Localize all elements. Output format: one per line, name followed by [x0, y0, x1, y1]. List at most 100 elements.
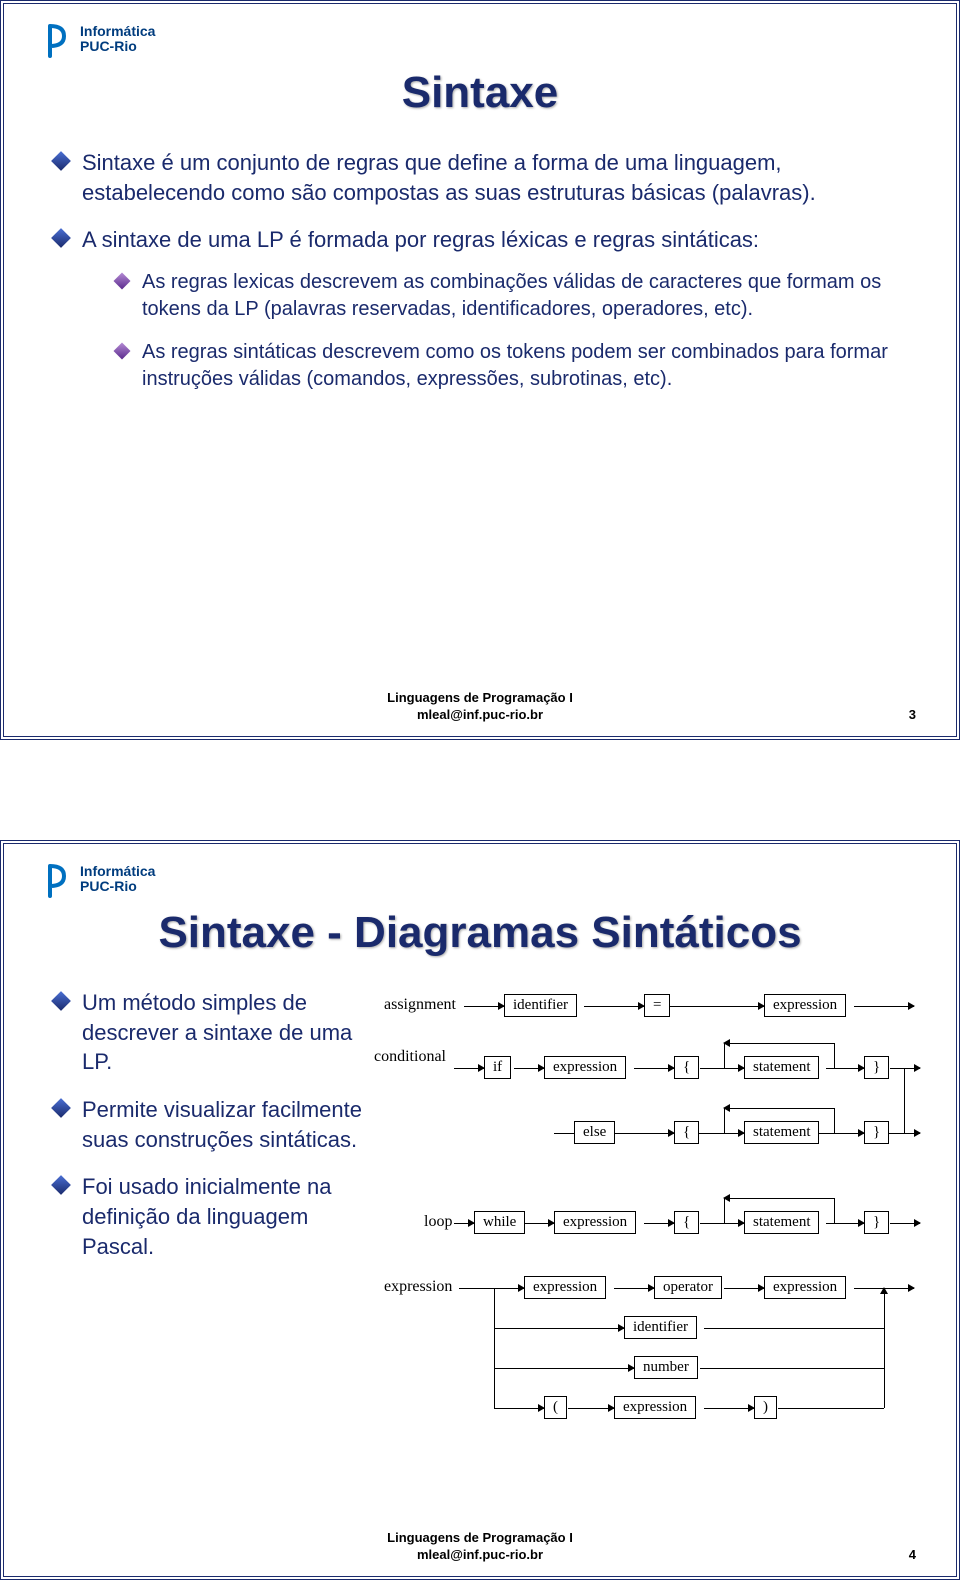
box-eq: = — [644, 994, 670, 1017]
logo-icon — [44, 24, 72, 58]
box-while: while — [474, 1211, 525, 1234]
dline — [494, 1368, 495, 1408]
dline — [854, 1006, 914, 1007]
page-number: 4 — [909, 1547, 916, 1564]
dline — [890, 1068, 920, 1069]
bullet-2: A sintaxe de uma LP é formada por regras… — [54, 225, 916, 393]
dline — [494, 1328, 495, 1368]
dline — [904, 1068, 905, 1133]
dline — [494, 1328, 624, 1329]
dline — [614, 1288, 654, 1289]
dline — [884, 1288, 885, 1328]
dline — [884, 1328, 885, 1368]
bullet-1: Um método simples de descrever a sintaxe… — [54, 988, 364, 1077]
dline — [826, 1133, 864, 1134]
bullet-2-text: A sintaxe de uma LP é formada por regras… — [82, 227, 759, 252]
label-loop: loop — [424, 1213, 452, 1231]
dline — [514, 1068, 544, 1069]
logo-line2: PUC-Rio — [80, 39, 155, 54]
logo: Informática PUC-Rio — [44, 24, 916, 58]
slide-footer: Linguagens de Programação I mleal@inf.pu… — [4, 690, 956, 724]
dline — [454, 1223, 474, 1224]
logo-line1: Informática — [80, 24, 155, 39]
box-lp: ( — [544, 1396, 567, 1419]
dline — [459, 1288, 524, 1289]
sub-bullet-list: As regras lexicas descrevem as combinaçõ… — [82, 269, 916, 393]
box-statement: statement — [744, 1121, 819, 1144]
box-expression: expression — [544, 1056, 626, 1079]
dline — [494, 1288, 495, 1328]
dline — [724, 1288, 764, 1289]
box-lb: { — [674, 1056, 699, 1079]
dline — [584, 1006, 644, 1007]
box-if: if — [484, 1056, 511, 1079]
dline — [464, 1006, 504, 1007]
dline — [454, 1068, 484, 1069]
box-expression: expression — [764, 994, 846, 1017]
dline — [826, 1068, 864, 1069]
dline — [724, 1043, 834, 1044]
dline — [634, 1068, 674, 1069]
bullet-1: Sintaxe é um conjunto de regras que defi… — [54, 148, 916, 207]
box-expression: expression — [764, 1276, 846, 1299]
page-number: 3 — [909, 707, 916, 724]
dline — [834, 1198, 835, 1223]
box-expression: expression — [614, 1396, 696, 1419]
logo-line2: PUC-Rio — [80, 879, 155, 894]
footer-line1: Linguagens de Programação I — [4, 690, 956, 707]
logo: Informática PUC-Rio — [44, 864, 916, 898]
dline — [524, 1223, 554, 1224]
box-identifier: identifier — [504, 994, 577, 1017]
box-statement: statement — [744, 1056, 819, 1079]
dline — [494, 1368, 634, 1369]
dline — [700, 1133, 744, 1134]
dline — [700, 1368, 884, 1369]
sub-bullet-2: As regras sintáticas descrevem como os t… — [116, 339, 916, 393]
box-else: else — [574, 1121, 615, 1144]
bullet-list: Sintaxe é um conjunto de regras que defi… — [44, 148, 916, 393]
dline — [704, 1408, 754, 1409]
label-assignment: assignment — [384, 996, 456, 1014]
logo-icon — [44, 864, 72, 898]
bullet-3: Foi usado inicialmente na definição da l… — [54, 1172, 364, 1261]
dline — [700, 1068, 744, 1069]
logo-text: Informática PUC-Rio — [80, 864, 155, 895]
dline — [670, 1006, 764, 1007]
box-lb: { — [674, 1211, 699, 1234]
footer-line1: Linguagens de Programação I — [4, 1530, 956, 1547]
syntax-diagram: assignment conditional loop expression i… — [374, 988, 934, 1428]
dline — [618, 1133, 674, 1134]
dline — [890, 1223, 920, 1224]
box-operator: operator — [654, 1276, 722, 1299]
dline — [554, 1133, 555, 1134]
dline — [700, 1223, 744, 1224]
dline — [834, 1043, 835, 1068]
dline — [834, 1108, 835, 1133]
label-conditional: conditional — [374, 1048, 446, 1066]
bullet-2: Permite visualizar facilmente suas const… — [54, 1095, 364, 1154]
logo-text: Informática PUC-Rio — [80, 24, 155, 55]
dline — [704, 1328, 884, 1329]
two-column: Um método simples de descrever a sintaxe… — [44, 988, 916, 1428]
dline — [724, 1108, 834, 1109]
box-expression: expression — [554, 1211, 636, 1234]
slide-2: Informática PUC-Rio Sintaxe - Diagramas … — [0, 840, 960, 1580]
footer-line2: mleal@inf.puc-rio.br — [4, 707, 956, 724]
box-rb: } — [864, 1056, 889, 1079]
logo-line1: Informática — [80, 864, 155, 879]
slide-1: Informática PUC-Rio Sintaxe Sintaxe é um… — [0, 0, 960, 740]
box-lb: { — [674, 1121, 699, 1144]
dline — [724, 1198, 834, 1199]
slide-title: Sintaxe - Diagramas Sintáticos — [44, 908, 916, 958]
box-identifier: identifier — [624, 1316, 697, 1339]
box-rb: } — [864, 1121, 889, 1144]
dline — [890, 1133, 920, 1134]
left-column: Um método simples de descrever a sintaxe… — [44, 988, 364, 1428]
bullet-list: Um método simples de descrever a sintaxe… — [44, 988, 364, 1262]
dline — [884, 1368, 885, 1408]
box-number: number — [634, 1356, 698, 1379]
dline — [778, 1408, 884, 1409]
footer-line2: mleal@inf.puc-rio.br — [4, 1547, 956, 1564]
box-statement: statement — [744, 1211, 819, 1234]
right-column: assignment conditional loop expression i… — [374, 988, 934, 1428]
